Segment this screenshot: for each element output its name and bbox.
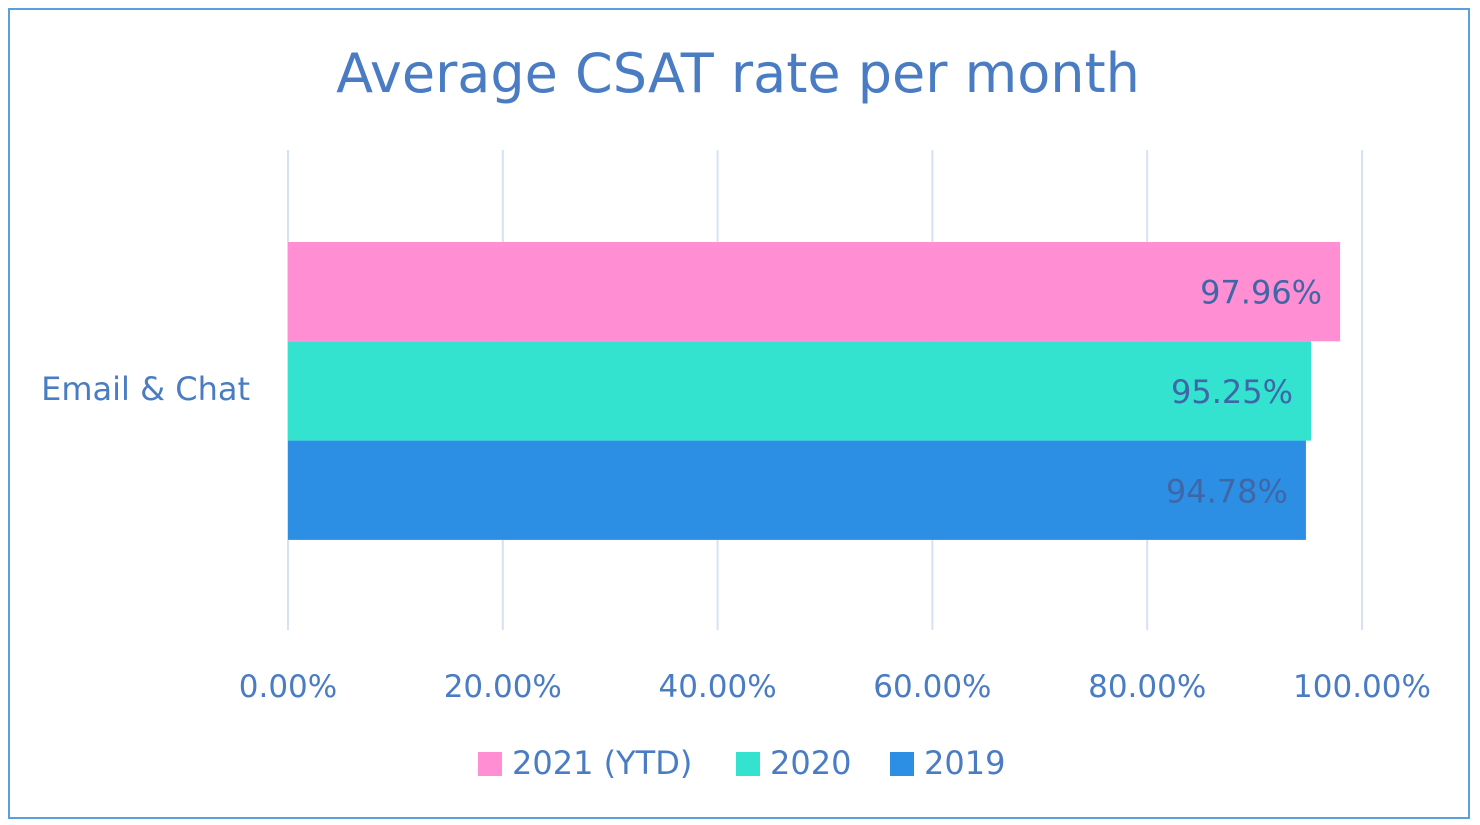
legend-swatch	[736, 752, 760, 776]
chart-title: Average CSAT rate per month	[336, 42, 1140, 105]
legend: 2021 (YTD) 2020 2019	[478, 744, 1005, 782]
bar-2019	[288, 440, 1306, 540]
legend-label: 2019	[924, 744, 1005, 782]
x-tick-label: 20.00%	[444, 669, 562, 705]
x-tick-label: 80.00%	[1088, 669, 1206, 705]
x-tick-label: 100.00%	[1293, 669, 1431, 705]
data-label: 94.78%	[1166, 472, 1288, 510]
legend-swatch	[890, 752, 914, 776]
data-label: 95.25%	[1171, 373, 1293, 411]
x-tick-label: 60.00%	[873, 669, 991, 705]
bars: 97.96% 95.25% 94.78%	[288, 242, 1341, 540]
legend-label: 2020	[770, 744, 851, 782]
data-label: 97.96%	[1200, 274, 1322, 312]
legend-swatch	[478, 752, 502, 776]
gridlines	[287, 150, 1363, 630]
x-tick-label: 0.00%	[239, 669, 337, 705]
x-axis-ticks: 0.00% 20.00% 40.00% 60.00% 80.00% 100.00%	[239, 669, 1431, 705]
bar-2020	[288, 341, 1311, 441]
bar-2021-ytd-	[288, 242, 1341, 342]
x-tick-label: 40.00%	[658, 669, 776, 705]
category-label: Email & Chat	[41, 370, 250, 408]
chart-frame	[8, 8, 1470, 819]
legend-label: 2021 (YTD)	[512, 744, 692, 782]
